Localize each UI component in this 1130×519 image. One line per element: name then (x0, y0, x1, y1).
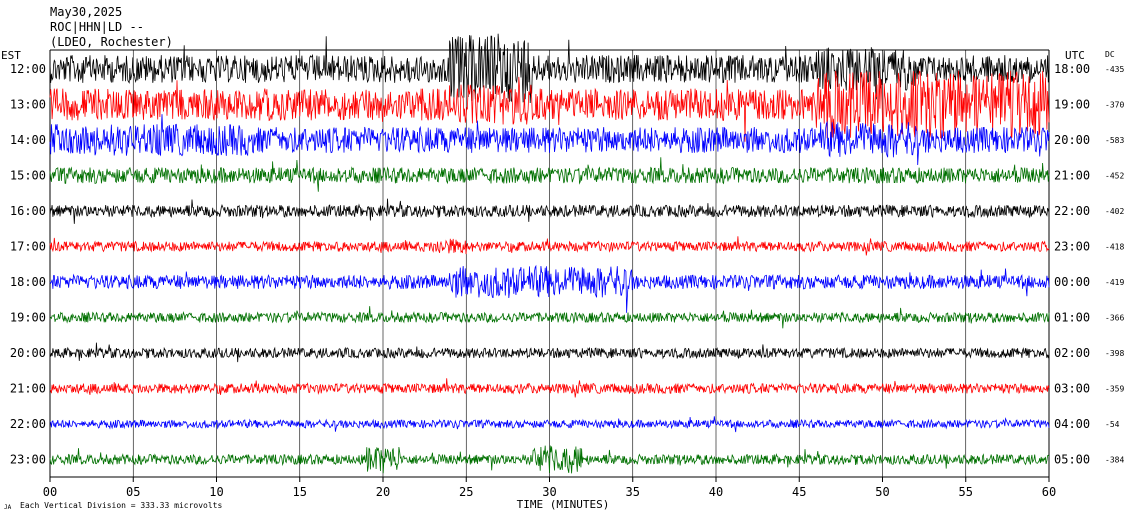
scale-note: Each Vertical Division = 333.33 microvol… (20, 501, 222, 510)
utc-label: 18:00 (1054, 62, 1090, 76)
est-label: 21:00 (10, 382, 46, 396)
x-tick-label: 30 (542, 485, 556, 499)
utc-label: 00:00 (1054, 275, 1090, 289)
est-axis-label: EST (1, 49, 21, 62)
grid-lines (49, 49, 1050, 482)
trace-16:00 (49, 198, 1050, 224)
x-tick-label: 40 (709, 485, 723, 499)
utc-label: 03:00 (1054, 382, 1090, 396)
utc-label: 22:00 (1054, 204, 1090, 218)
x-tick-label: 05 (126, 485, 140, 499)
dc-label: -419 (1105, 278, 1124, 287)
est-label: 15:00 (10, 169, 46, 183)
x-tick-label: 45 (792, 485, 806, 499)
utc-label: 19:00 (1054, 98, 1090, 112)
utc-label: 04:00 (1054, 417, 1090, 431)
est-label: 17:00 (10, 240, 46, 254)
station-label: ROC|HHN|LD -- (50, 20, 144, 34)
corner-mark: JA (4, 504, 12, 511)
location-label: (LDEO, Rochester) (50, 35, 173, 49)
trace-23:00 (49, 445, 1050, 474)
dc-label: -398 (1105, 349, 1124, 358)
utc-label: 20:00 (1054, 133, 1090, 147)
dc-label: -583 (1105, 136, 1124, 145)
date-label: May30,2025 (50, 5, 122, 19)
x-tick-label: 00 (43, 485, 57, 499)
x-tick-label: 55 (959, 485, 973, 499)
utc-label: 05:00 (1054, 453, 1090, 467)
utc-label: 01:00 (1054, 311, 1090, 325)
dc-label: -366 (1105, 314, 1124, 323)
est-label: 23:00 (10, 453, 46, 467)
x-tick-label: 15 (293, 485, 307, 499)
dc-label: -370 (1105, 101, 1124, 110)
x-tick-label: 10 (209, 485, 223, 499)
trace-13:00 (49, 70, 1050, 142)
est-label: 13:00 (10, 98, 46, 112)
trace-18:00 (49, 264, 1050, 313)
dc-label: -452 (1105, 172, 1124, 181)
utc-label: 23:00 (1054, 240, 1090, 254)
dc-label: -384 (1105, 456, 1124, 465)
trace-19:00 (49, 306, 1050, 329)
trace-12:00 (49, 33, 1050, 104)
x-tick-label: 60 (1042, 485, 1056, 499)
x-tick-label: 25 (459, 485, 473, 499)
x-tick-label: 50 (875, 485, 889, 499)
trace-15:00 (49, 157, 1050, 192)
x-axis-label: TIME (MINUTES) (517, 498, 610, 511)
est-time-labels: 12:00 13:00 14:00 15:00 16:00 17:00 18:00 19:00… (10, 62, 46, 467)
dc-label: -435 (1105, 65, 1124, 74)
est-label: 16:00 (10, 204, 46, 218)
est-label: 14:00 (10, 133, 46, 147)
est-label: 22:00 (10, 417, 46, 431)
x-tick-labels: 00 05 10 15 20 25 30 35 40 45 50 55 60 (43, 485, 1056, 499)
est-label: 18:00 (10, 275, 46, 289)
utc-label: 02:00 (1054, 346, 1090, 360)
trace-17:00 (49, 236, 1050, 256)
dc-axis-label: DC (1105, 50, 1115, 59)
utc-time-labels: 18:00 19:00 20:00 21:00 22:00 23:00 00:00 01:00… (1054, 62, 1090, 467)
trace-22:00 (49, 416, 1050, 433)
x-tick-label: 20 (376, 485, 390, 499)
dc-label: -54 (1105, 420, 1120, 429)
est-label: 20:00 (10, 346, 46, 360)
est-label: 19:00 (10, 311, 46, 325)
utc-label: 21:00 (1054, 169, 1090, 183)
dc-offset-labels: -435 -370 -583 -452 -402 -418 -419 -366 -398 -359… (1105, 65, 1124, 465)
utc-axis-label: UTC (1065, 49, 1085, 62)
dc-label: -402 (1105, 207, 1124, 216)
trace-group (49, 33, 1050, 474)
dc-label: -418 (1105, 243, 1124, 252)
trace-14:00 (49, 114, 1050, 166)
x-tick-label: 35 (626, 485, 640, 499)
est-label: 12:00 (10, 62, 46, 76)
trace-20:00 (49, 342, 1050, 363)
trace-21:00 (49, 378, 1050, 398)
dc-label: -359 (1105, 385, 1124, 394)
